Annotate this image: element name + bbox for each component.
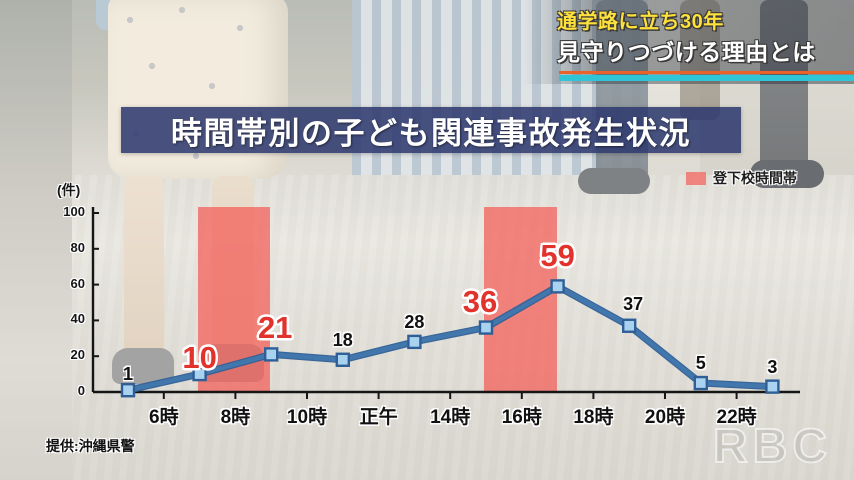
photo-pedestrian-3 <box>680 0 720 120</box>
data-label-21時: 5 <box>695 353 706 374</box>
x-tick-label: 8時 <box>220 407 251 428</box>
photo-pedestrian-2-shoe <box>750 160 824 188</box>
data-label-7時: 10 <box>182 340 217 376</box>
x-tick-label: 10時 <box>286 407 328 428</box>
data-label-9時: 21 <box>257 310 293 346</box>
data-label-19時: 37 <box>623 293 644 314</box>
x-tick-label: 16時 <box>501 407 542 428</box>
x-tick-label: 正午 <box>359 407 398 428</box>
series-line <box>125 284 775 393</box>
broadcaster-watermark: RBC <box>712 419 832 474</box>
x-tick-label: 20時 <box>644 407 686 428</box>
x-tick-label: 14時 <box>430 407 471 428</box>
y-tick-label: 100 <box>63 204 85 219</box>
data-point-marker <box>407 334 422 350</box>
y-tick-label: 60 <box>70 275 85 291</box>
data-point-marker <box>264 347 279 362</box>
headline-shade <box>524 0 854 84</box>
data-label-17時: 59 <box>540 238 575 274</box>
data-point-marker <box>120 383 136 398</box>
photo-pedestrian-2 <box>760 0 808 170</box>
data-label-13時: 28 <box>404 311 425 332</box>
x-tick-label: 22時 <box>716 407 757 428</box>
data-label-23時: 3 <box>767 356 778 377</box>
headline-orange-rule <box>559 71 854 74</box>
data-point-marker <box>765 379 780 394</box>
photo-pedestrian-1-shoe <box>578 168 650 194</box>
legend-label-commute: 登下校時間帯 <box>713 170 797 186</box>
data-label-15時: 36 <box>462 283 498 319</box>
data-point-marker <box>693 375 708 391</box>
y-tick-label: 20 <box>70 347 85 363</box>
y-tick-label: 40 <box>70 311 85 327</box>
data-point-marker <box>550 279 565 294</box>
data-label-11時: 18 <box>332 329 353 350</box>
highlight-band-2 <box>484 207 557 392</box>
x-tick-label: 6時 <box>149 407 179 428</box>
legend-swatch-commute <box>686 171 706 185</box>
photo-child-leg-left <box>124 176 164 356</box>
x-tick-label: 18時 <box>573 407 614 428</box>
chart-legend: 登下校時間帯 <box>686 168 797 188</box>
photo-child-shoe-left <box>112 348 174 384</box>
chart-title: 時間帯別の子ども関連事故発生状況 <box>171 115 691 151</box>
y-tick-label: 80 <box>70 239 85 255</box>
headline-line-2: 見守りつづける理由とは <box>557 39 816 65</box>
data-label-5時: 1 <box>122 364 134 385</box>
headline-block: 通学路に立ち30年 見守りつづける理由とは <box>524 0 854 84</box>
chart-title-band: 時間帯別の子ども関連事故発生状況 <box>121 107 741 153</box>
series-line-outer <box>124 282 776 394</box>
y-tick-label: 0 <box>77 383 85 398</box>
data-point-marker <box>622 318 637 333</box>
y-axis-unit-label: (件) <box>57 182 81 198</box>
photo-left-pillar <box>0 0 72 480</box>
data-point-marker <box>192 366 207 382</box>
data-point-marker <box>335 352 350 367</box>
data-point-marker <box>478 320 494 335</box>
headline-cyan-bar <box>559 75 854 81</box>
source-credit: 提供:沖縄県警 <box>46 438 135 454</box>
headline-line-1: 通学路に立ち30年 <box>557 11 724 33</box>
